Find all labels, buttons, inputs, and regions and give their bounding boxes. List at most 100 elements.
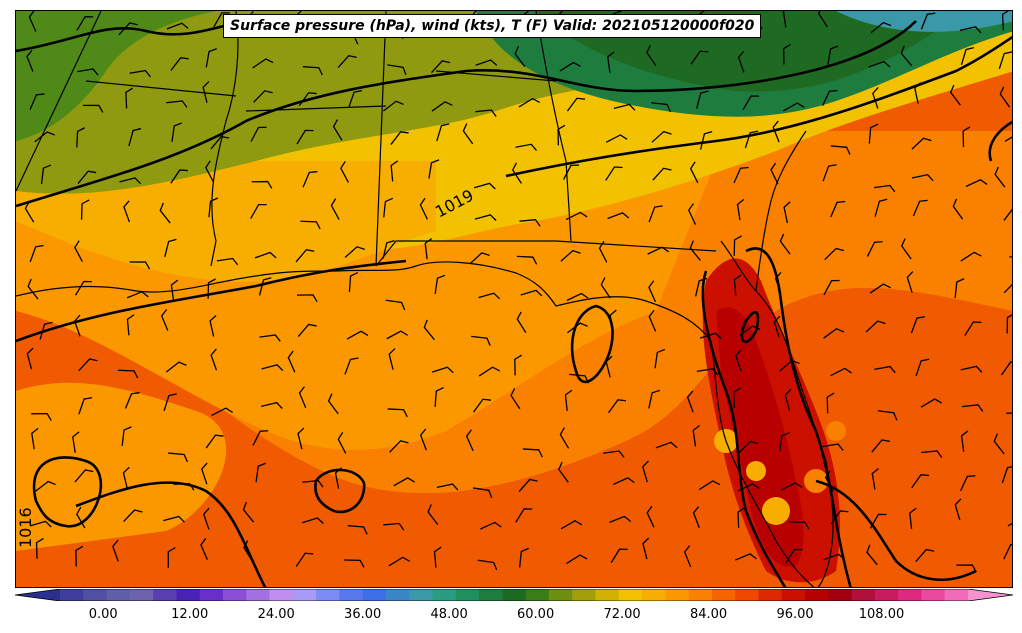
colorbar-bin xyxy=(525,589,550,601)
wind-barb xyxy=(164,238,177,258)
wind-barb xyxy=(385,299,406,311)
wind-barb xyxy=(302,170,318,188)
wind-barb xyxy=(962,126,971,148)
wind-barb xyxy=(560,249,581,262)
wind-barb xyxy=(211,407,233,417)
wind-barb xyxy=(26,49,34,72)
wind-barb xyxy=(296,129,314,145)
wind-barb xyxy=(126,291,149,299)
colorbar-bin xyxy=(222,589,247,601)
wind-barb xyxy=(170,57,189,71)
wind-barb xyxy=(27,278,39,300)
wind-barb xyxy=(824,470,834,492)
colorbar-bin xyxy=(129,589,154,601)
wind-barb xyxy=(170,279,179,302)
wind-barb xyxy=(605,355,613,378)
wind-barb xyxy=(390,131,409,145)
wind-barb xyxy=(471,335,491,346)
wind-barb xyxy=(646,505,655,528)
wind-barb xyxy=(255,462,266,483)
colorbar-bin xyxy=(362,589,387,601)
colorbar-bin xyxy=(921,589,946,601)
colorbar-bin xyxy=(572,589,596,601)
wind-barb xyxy=(123,200,130,223)
wind-barb xyxy=(72,431,80,453)
wind-barb xyxy=(298,92,317,107)
wind-barb xyxy=(998,51,1012,69)
wind-barb xyxy=(648,309,657,332)
wind-barb xyxy=(817,11,828,28)
wind-barb xyxy=(76,16,94,31)
colorbar-bin xyxy=(153,589,177,601)
wind-barb xyxy=(647,246,670,255)
wind-barb xyxy=(735,349,742,372)
wind-barb xyxy=(347,524,368,535)
wind-barb xyxy=(648,280,657,303)
colorbar-tick-label: 0.00 xyxy=(88,607,118,622)
wind-barb xyxy=(166,22,189,30)
wind-barb xyxy=(609,309,617,332)
wind-barb xyxy=(518,97,541,108)
wind-barb xyxy=(822,164,837,182)
wind-barb xyxy=(430,60,451,74)
wind-barb xyxy=(337,54,357,69)
colorbar-tick-label: 24.00 xyxy=(257,607,295,622)
wind-barb xyxy=(118,22,138,36)
wind-barb xyxy=(688,203,697,225)
wind-barb xyxy=(690,50,709,65)
wind-barb xyxy=(785,548,803,564)
isobars xyxy=(16,19,1012,587)
wind-barbs xyxy=(24,11,1012,573)
wind-barb xyxy=(915,548,935,563)
wind-barb xyxy=(562,164,580,180)
wind-barb xyxy=(954,498,962,521)
wind-barb xyxy=(75,545,84,567)
wind-barb xyxy=(478,366,501,377)
wind-barb xyxy=(424,238,433,260)
wind-barb xyxy=(914,82,922,104)
wind-barb xyxy=(909,507,917,530)
wind-barb xyxy=(949,84,961,106)
colorbar-tick-label: 72.00 xyxy=(603,607,641,622)
wind-barb xyxy=(348,271,359,293)
wind-barb xyxy=(389,440,409,453)
wind-barb xyxy=(165,361,187,373)
colorbar-tick-label: 84.00 xyxy=(689,607,728,622)
colorbar-bin xyxy=(339,589,364,601)
wind-barb xyxy=(479,521,502,530)
wind-barb xyxy=(822,443,844,451)
wind-barb xyxy=(737,507,746,528)
wind-barb xyxy=(999,86,1011,108)
wind-barb xyxy=(393,477,415,487)
wind-barb xyxy=(73,314,81,337)
wind-barb xyxy=(334,467,343,489)
wind-barb xyxy=(823,327,845,339)
wind-barb xyxy=(259,334,281,342)
wind-barb xyxy=(35,480,56,492)
wind-barb xyxy=(921,450,943,458)
colorbar-bin xyxy=(246,589,271,601)
wind-barb xyxy=(478,292,501,300)
wind-barb xyxy=(123,509,143,523)
colorbar-bin xyxy=(874,589,899,601)
wind-barb xyxy=(874,198,888,217)
wind-barb xyxy=(823,553,846,561)
wind-barb xyxy=(78,396,93,415)
wind-barb xyxy=(865,320,886,333)
wind-barb xyxy=(250,203,267,219)
wind-barb xyxy=(208,197,219,218)
wind-barb xyxy=(210,348,218,371)
colorbar-bin xyxy=(944,589,969,601)
colorbar-bin xyxy=(409,589,434,601)
colorbar-bin xyxy=(385,589,410,601)
wind-barb xyxy=(251,180,273,189)
wind-barb xyxy=(254,251,277,259)
wind-barb xyxy=(129,69,152,78)
wind-barb xyxy=(423,319,435,341)
wind-barb xyxy=(518,478,538,492)
wind-barb xyxy=(39,321,53,340)
wind-barb xyxy=(738,440,759,454)
wind-barb xyxy=(868,123,879,144)
wind-barb xyxy=(954,278,965,298)
colorbar-max-extend xyxy=(968,589,1013,601)
